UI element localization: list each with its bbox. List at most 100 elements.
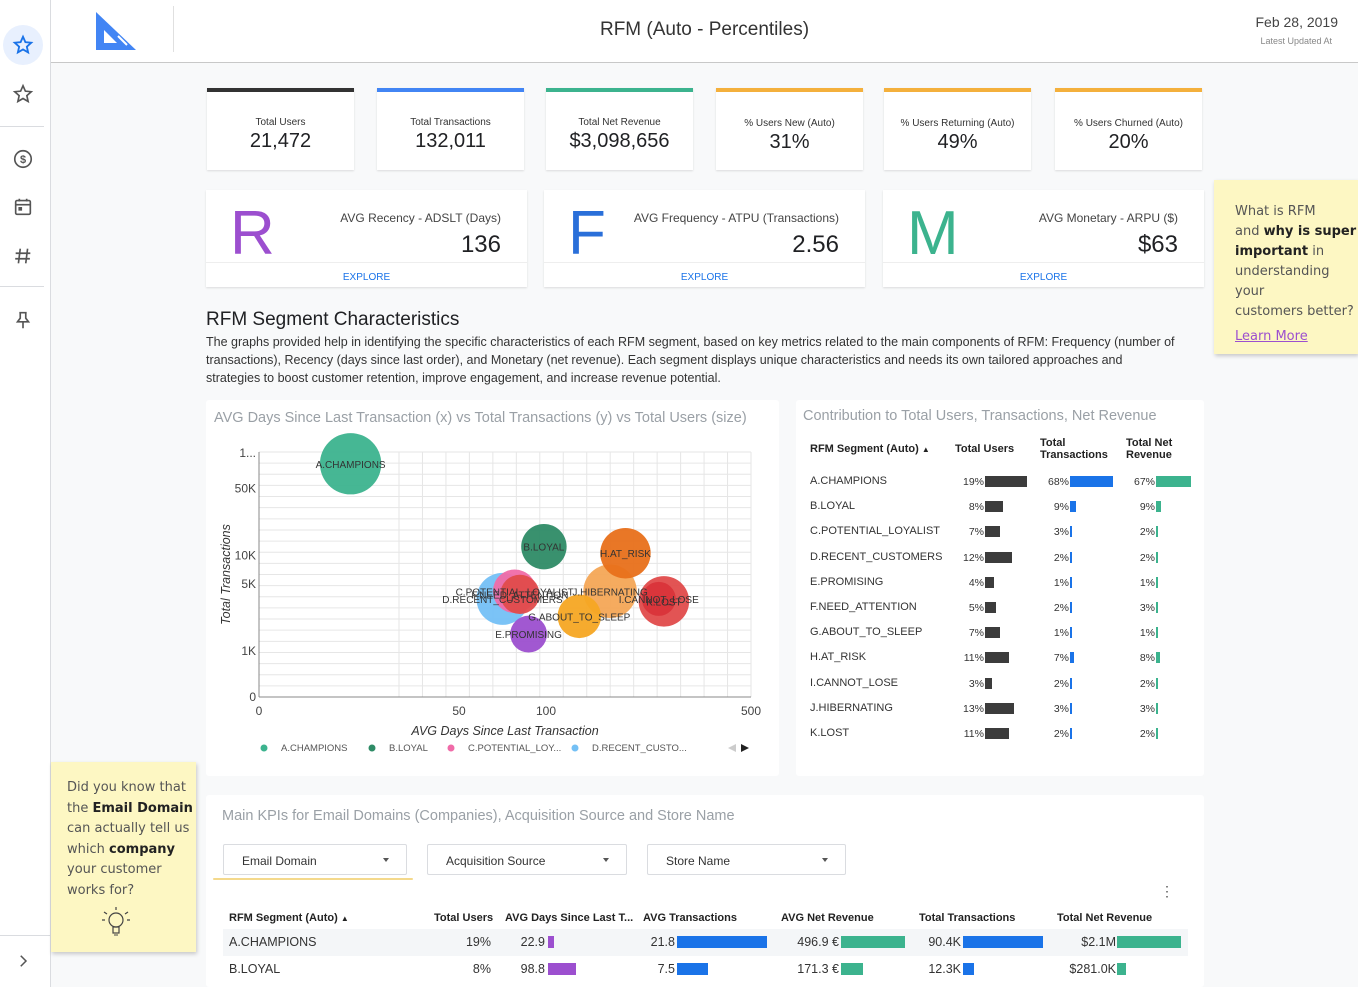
- report-title: RFM (Auto - Percentiles): [599, 19, 810, 40]
- revenue-pct: 3%: [1139, 602, 1155, 614]
- acquisition-source-dropdown[interactable]: Acquisition Source: [427, 844, 627, 875]
- sort-asc-icon: ▲: [340, 914, 349, 923]
- contribution-row[interactable]: K.LOST 11% 2% 2%: [796, 723, 1196, 748]
- calendar-icon[interactable]: [3, 187, 43, 227]
- segment-name: F.NEED_ATTENTION: [810, 601, 917, 613]
- contribution-row[interactable]: C.POTENTIAL_LOYALIST 7% 3% 2%: [796, 521, 1196, 546]
- logo-icon[interactable]: [94, 10, 138, 57]
- sidebar-divider: [0, 126, 44, 127]
- contribution-row[interactable]: H.AT_RISK 11% 7% 8%: [796, 647, 1196, 672]
- contribution-row[interactable]: A.CHAMPIONS 19% 68% 67%: [796, 471, 1196, 496]
- bubble-e-promising[interactable]: [510, 615, 547, 653]
- transactions-pct: 2%: [1053, 728, 1069, 740]
- users-pct: 11%: [963, 728, 984, 740]
- bubble-b-loyal[interactable]: [521, 523, 567, 570]
- table-row[interactable]: B.LOYAL 8% 98.8 7.5 171.3 € 12.3K $281.0K: [223, 956, 1188, 983]
- recency-label: AVG Recency - ADSLT (Days): [340, 211, 501, 225]
- header-rfm-segment[interactable]: RFM Segment (Auto) ▲: [810, 443, 930, 456]
- kpi-label: Total Users: [255, 117, 306, 128]
- note-text: in: [1308, 244, 1325, 259]
- caret-down-icon: [383, 858, 389, 862]
- users-bar: [985, 501, 1003, 513]
- recency-explore-link[interactable]: EXPLORE: [342, 272, 391, 283]
- total-net-revenue-bar: [1117, 936, 1181, 948]
- last-updated-date: Feb 28, 2019: [1255, 14, 1338, 30]
- revenue-pct: 3%: [1139, 702, 1155, 715]
- header-total-net-revenue[interactable]: Total Net Revenue: [1126, 437, 1172, 461]
- recency-card: R AVG Recency - ADSLT (Days) 136 EXPLORE: [206, 190, 527, 287]
- contribution-row[interactable]: E.PROMISING 4% 1% 1%: [796, 572, 1196, 597]
- bubble-h-at-risk[interactable]: [600, 527, 651, 579]
- header-total-transactions[interactable]: Total Transactions: [1040, 437, 1108, 461]
- legend-label[interactable]: C.POTENTIAL_LOY...: [468, 743, 561, 754]
- transactions-pct: 3%: [1053, 702, 1069, 715]
- segment-name: A.CHAMPIONS: [810, 475, 888, 487]
- legend-next-icon[interactable]: [741, 744, 749, 752]
- header-total-users[interactable]: Total Users: [955, 443, 1015, 455]
- legend-swatch: [447, 744, 455, 752]
- bubble-a-champions[interactable]: [319, 433, 382, 495]
- caret-down-icon: [822, 858, 828, 862]
- more-options-icon[interactable]: ⋮: [1160, 883, 1174, 899]
- contribution-row[interactable]: B.LOYAL 8% 9% 9%: [796, 496, 1196, 521]
- y-tick-label: 0: [249, 690, 256, 704]
- revenue-pct: 8%: [1139, 652, 1155, 665]
- note-text: customers better?: [1235, 304, 1354, 319]
- segment-name: D.RECENT_CUSTOMERS: [810, 550, 943, 563]
- legend-prev-icon[interactable]: [728, 744, 736, 752]
- users-bar: [985, 677, 992, 689]
- col-avg-days[interactable]: AVG Days Since Last T...: [505, 912, 634, 924]
- lightbulb-icon: [101, 906, 131, 948]
- col-avg-transactions[interactable]: AVG Transactions: [643, 912, 737, 924]
- col-total-net-revenue[interactable]: Total Net Revenue: [1057, 912, 1153, 924]
- x-tick-label: 50: [452, 704, 466, 718]
- bubble-chart-title: AVG Days Since Last Transaction (x) vs T…: [214, 410, 747, 426]
- report-header: RFM (Auto - Percentiles) Feb 28, 2019 La…: [51, 0, 1358, 63]
- bubble-f-need-attention[interactable]: [500, 574, 540, 615]
- hashtag-icon[interactable]: [3, 236, 43, 276]
- kpi-label: Total Net Revenue: [578, 117, 661, 128]
- contribution-row[interactable]: J.HIBERNATING 13% 3% 3%: [796, 698, 1196, 723]
- avg-transactions: 7.5: [657, 962, 675, 976]
- featured-star-icon[interactable]: [3, 25, 43, 65]
- contribution-row[interactable]: G.ABOUT_TO_SLEEP 7% 1% 1%: [796, 622, 1196, 647]
- legend-swatch: [571, 744, 579, 752]
- legend-label[interactable]: B.LOYAL: [389, 743, 428, 754]
- table-row[interactable]: A.CHAMPIONS 19% 22.9 21.8 496.9 € 90.4K $2.1M: [223, 929, 1188, 956]
- note-emphasis: company: [109, 841, 176, 857]
- header-text: Revenue: [1126, 449, 1172, 461]
- legend-label[interactable]: D.RECENT_CUSTO...: [592, 743, 687, 754]
- col-rfm-segment[interactable]: RFM Segment (Auto) ▲: [229, 912, 349, 924]
- note-emphasis: important: [1235, 244, 1309, 259]
- transactions-bar: [1070, 576, 1072, 588]
- legend-label[interactable]: A.CHAMPIONS: [281, 743, 348, 754]
- total-users: 8%: [472, 962, 491, 976]
- bubble-label: I.CANNOT_LOSE: [619, 595, 699, 606]
- contribution-row[interactable]: D.RECENT_CUSTOMERS 12% 2% 2%: [796, 547, 1196, 572]
- users-bar: [985, 526, 1001, 538]
- learn-more-link[interactable]: Learn More: [1235, 329, 1308, 344]
- pin-icon[interactable]: [3, 300, 43, 340]
- contribution-row[interactable]: I.CANNOT_LOSE 3% 2% 2%: [796, 673, 1196, 698]
- x-tick-label: 100: [536, 704, 556, 718]
- bubble-g-about-to-sleep[interactable]: [557, 594, 602, 639]
- avg-transactions-bar: [677, 963, 708, 975]
- revenue-bar: [1156, 728, 1158, 739]
- bubble-i-cannot-lose[interactable]: [641, 581, 676, 616]
- dollar-icon[interactable]: $: [3, 139, 43, 179]
- contribution-row[interactable]: F.NEED_ATTENTION 5% 2% 3%: [796, 597, 1196, 622]
- frequency-explore-link[interactable]: EXPLORE: [680, 272, 729, 283]
- col-total-users[interactable]: Total Users: [434, 912, 494, 924]
- chevron-right-icon[interactable]: [3, 941, 43, 981]
- monetary-explore-link[interactable]: EXPLORE: [1019, 272, 1068, 283]
- total-transactions: 12.3K: [928, 962, 961, 976]
- star-icon[interactable]: [3, 74, 43, 114]
- revenue-bar: [1156, 551, 1158, 563]
- store-name-dropdown[interactable]: Store Name: [647, 844, 846, 875]
- total-net-revenue: $281.0K: [1069, 962, 1116, 976]
- avg-transactions: 21.8: [650, 935, 675, 949]
- kpi-total-transactions: Total Transactions 132,011: [377, 88, 524, 170]
- col-avg-net-revenue[interactable]: AVG Net Revenue: [781, 912, 874, 924]
- col-total-transactions[interactable]: Total Transactions: [919, 912, 1016, 924]
- email-domain-dropdown[interactable]: Email Domain: [223, 844, 407, 875]
